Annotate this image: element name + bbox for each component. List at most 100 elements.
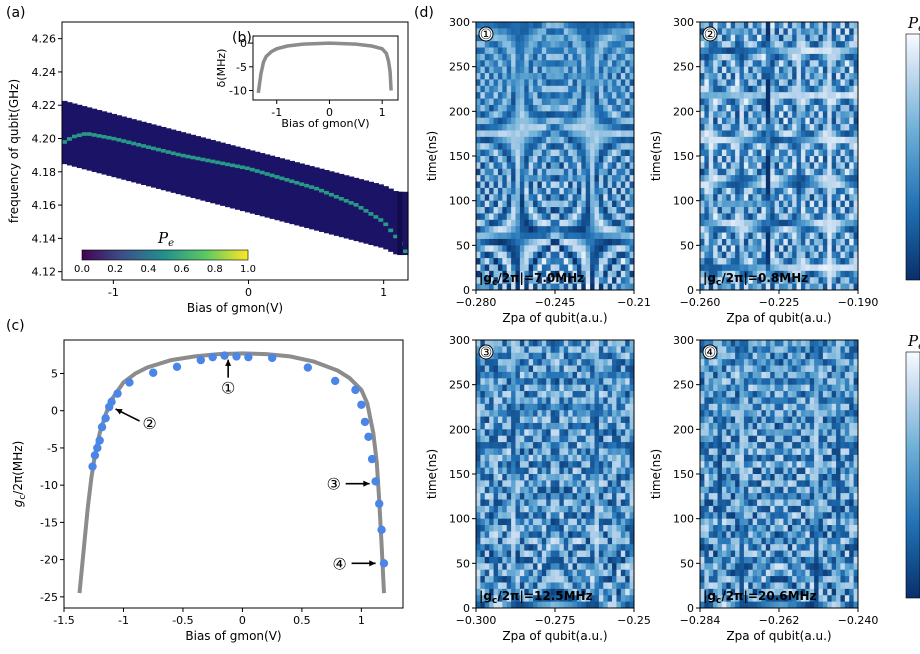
heatmap-cell: [612, 576, 617, 583]
heatmap-cell: [726, 207, 732, 214]
heatmap-cell: [594, 181, 600, 189]
heatmap-cell: [594, 397, 600, 405]
heatmap-cell: [594, 429, 600, 437]
heatmap-cell: [787, 162, 793, 170]
heatmap-cell: [480, 251, 486, 259]
heatmap-cell: [511, 531, 516, 539]
heatmap-cell: [585, 194, 591, 202]
heatmap-cell: [629, 435, 635, 443]
heatmap-cell: [629, 156, 635, 163]
heatmap-cell: [515, 378, 521, 386]
heatmap-cell: [563, 359, 569, 366]
heatmap-cell: [568, 283, 573, 291]
heatmap-cell: [541, 175, 547, 182]
heatmap-cell: [612, 454, 617, 462]
heatmap-cell: [770, 22, 776, 29]
heatmap-cell: [559, 461, 565, 469]
heatmap-cell: [585, 34, 591, 42]
heatmap-cell: [519, 181, 525, 189]
heatmap-cell: [555, 563, 560, 571]
heatmap-cell: [598, 28, 604, 36]
heatmap-cell: [590, 371, 595, 379]
heatmap-cell: [528, 576, 534, 583]
heatmap-cell: [805, 219, 811, 227]
heatmap-cell: [594, 416, 600, 424]
heatmap-cell: [537, 371, 543, 379]
heatmap-cell: [607, 136, 613, 144]
heatmap-cell: [603, 416, 609, 424]
heatmap-cell: [563, 73, 569, 80]
heatmap-cell: [480, 384, 486, 392]
heatmap-cell: [598, 143, 604, 151]
heatmap-cell: [594, 79, 600, 87]
heatmap-cell: [506, 448, 512, 456]
heatmap-cell: [616, 85, 622, 93]
heatmap-cell: [533, 149, 538, 157]
heatmap-cell: [594, 200, 600, 208]
heatmap-cell: [559, 270, 565, 278]
heatmap-cell: [572, 175, 578, 182]
heatmap-cell: [818, 181, 824, 189]
heatmap-cell: [493, 232, 499, 240]
heatmap-cell: [524, 47, 530, 55]
heatmap-cell: [770, 277, 776, 285]
heatmap-cell: [489, 213, 494, 221]
heatmap-cell: [533, 28, 538, 36]
heatmap-cell: [607, 467, 613, 475]
heatmap-cell: [524, 346, 530, 354]
heatmap-cell: [546, 397, 552, 405]
heatmap-cell: [524, 474, 530, 481]
heatmap-cell: [787, 130, 793, 138]
heatmap-cell: [590, 219, 595, 227]
heatmap-cell: [533, 34, 538, 42]
heatmap-cell: [844, 124, 850, 131]
heatmap-cell: [844, 270, 850, 278]
heatmap-cell: [476, 181, 481, 189]
heatmap-cell: [629, 264, 635, 272]
heatmap-cell: [598, 454, 604, 462]
heatmap-cell: [849, 213, 855, 221]
heatmap-cell: [796, 340, 802, 347]
heatmap-cell: [603, 245, 609, 253]
heatmap-cell: [779, 73, 784, 80]
heatmap-cell: [844, 73, 850, 80]
panel-c-ytick-label: -25: [40, 591, 58, 604]
heatmap-column: [383, 186, 389, 250]
heatmap-column: [62, 100, 68, 165]
heatmap-cell: [625, 92, 631, 99]
heatmap-cell: [515, 41, 521, 48]
heatmap-cell: [708, 219, 714, 227]
heatmap-cell: [511, 544, 516, 551]
heatmap-cell: [853, 136, 859, 144]
heatmap-cell: [484, 85, 490, 93]
heatmap-cell: [620, 429, 626, 437]
heatmap-cell: [774, 251, 780, 259]
heatmap-cell: [831, 207, 837, 214]
heatmap-cell: [476, 53, 481, 61]
heatmap-cell: [515, 384, 521, 392]
heatmap-cell: [708, 187, 714, 195]
heatmap-cell: [528, 397, 534, 405]
heatmap-cell: [831, 22, 837, 29]
heatmap-cell: [629, 371, 635, 379]
heatmap-cell: [541, 219, 547, 227]
heatmap-cell: [805, 73, 811, 80]
heatmap-cell: [550, 270, 556, 278]
heatmap-cell: [519, 588, 525, 596]
heatmap-cell: [533, 582, 538, 590]
heatmap-cell: [598, 47, 604, 55]
heatmap-cell: [515, 251, 521, 259]
heatmap-cell: [713, 258, 718, 265]
heatmap-cell: [836, 207, 841, 214]
heatmap-cell: [831, 270, 837, 278]
heatmap-cell: [598, 219, 604, 227]
heatmap-cell: [730, 41, 736, 48]
heatmap-cell: [572, 162, 578, 170]
resonance-segment: [328, 192, 335, 197]
heatmap-cell: [559, 66, 565, 74]
heatmap-cell: [550, 505, 556, 513]
heatmap-cell: [541, 85, 547, 93]
heatmap-cell: [594, 576, 600, 583]
heatmap-cell: [489, 136, 494, 144]
heatmap-cell: [607, 486, 613, 494]
